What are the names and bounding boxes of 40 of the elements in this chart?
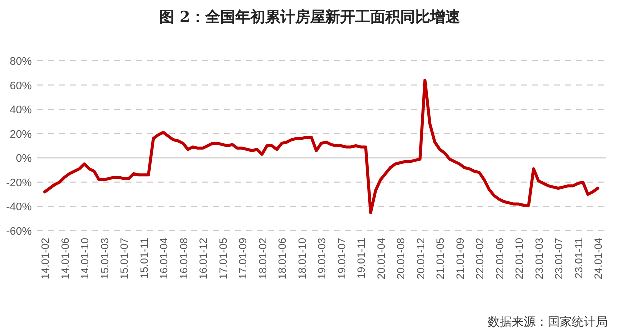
x-tick-label: 17.01-05 — [218, 238, 230, 280]
x-tick-label: 18.01-06 — [277, 238, 289, 280]
x-tick-label: 15.01-07 — [119, 238, 131, 280]
x-tick-label: 22.01-02 — [474, 238, 486, 280]
x-tick-label: 18.01-02 — [257, 238, 270, 280]
x-tick-label: 16.01-04 — [158, 238, 170, 280]
x-tick-label: 19.01-11 — [356, 238, 368, 279]
x-tick-label: 23.01-11 — [573, 238, 586, 279]
y-tick-label: 80% — [10, 56, 32, 68]
x-tick-label: 19.01-07 — [336, 238, 348, 280]
x-tick-label: 15.01-03 — [99, 238, 112, 280]
x-tick-label: 14.01-06 — [60, 238, 72, 280]
x-tick-label: 15.01-11 — [138, 238, 151, 279]
x-tick-label: 16.01-08 — [178, 238, 190, 280]
x-tick-label: 14.01-10 — [80, 238, 92, 280]
x-tick-label: 24.01-04 — [593, 238, 605, 280]
y-tick-label: 60% — [10, 80, 32, 92]
x-tick-label: 14.01-02 — [40, 238, 52, 280]
y-tick-label: -20% — [6, 177, 32, 190]
y-tick-label: 0% — [16, 153, 32, 166]
y-tick-label: 20% — [10, 128, 32, 141]
y-tick-label: 40% — [10, 104, 32, 117]
x-tick-label: 16.01-12 — [198, 238, 210, 280]
source-note: 数据来源：国家统计局 — [488, 315, 608, 329]
x-tick-label: 23.01-07 — [554, 238, 566, 280]
x-tick-label: 20.01-08 — [396, 238, 408, 280]
y-tick-label: -40% — [6, 202, 32, 214]
line-series — [44, 78, 600, 214]
x-tick-label: 23.01-03 — [534, 238, 546, 280]
x-tick-label: 18.01-10 — [296, 238, 309, 280]
y-tick-label: -60% — [6, 226, 32, 238]
x-tick-label: 19.01-03 — [316, 238, 328, 280]
x-tick-label: 22.01-06 — [494, 238, 506, 280]
x-tick-label: 22.01-10 — [514, 238, 526, 280]
x-tick-label: 20.01-04 — [376, 238, 388, 280]
chart-title: 图 2：全国年初累计房屋新开工面积同比增速 — [160, 8, 462, 26]
x-tick-label: 20.01-12 — [415, 238, 428, 280]
x-tick-label: 17.01-09 — [238, 238, 250, 280]
x-tick-label: 21.01-05 — [435, 238, 447, 280]
x-tick-label: 21.01-09 — [454, 238, 467, 280]
